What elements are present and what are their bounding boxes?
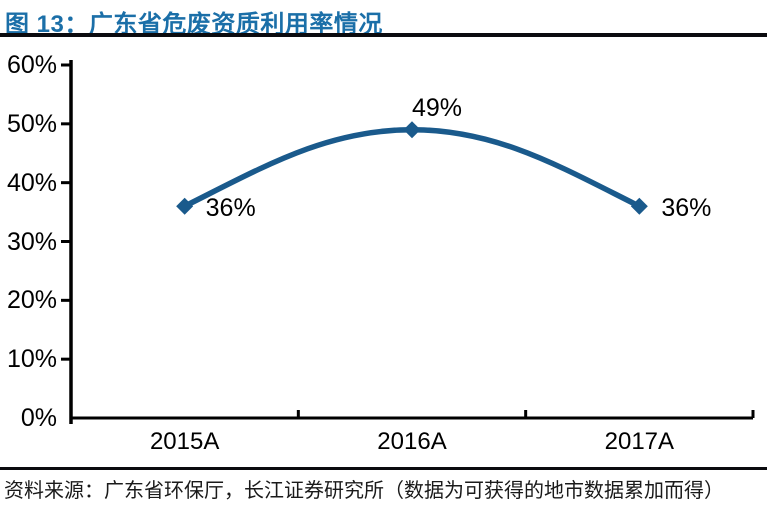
- title-divider-rule: [0, 33, 767, 37]
- y-tick-label: 30%: [6, 227, 57, 256]
- y-tick-label: 50%: [6, 109, 57, 138]
- source-note: 资料来源：广东省环保厅，长江证券研究所（数据为可获得的地市数据累加而得）: [4, 480, 724, 502]
- data-point-marker: [403, 121, 421, 139]
- line-chart: 0% 10% 20% 30% 40% 50% 60% 2015A 2016A 2017A 36% 49…: [0, 40, 767, 465]
- plot-canvas: [61, 60, 755, 424]
- data-label: 36%: [661, 194, 712, 223]
- y-tick-label: 10%: [6, 345, 57, 374]
- x-tick-label: 2016A: [377, 428, 447, 455]
- x-tick-label: 2017A: [604, 428, 675, 455]
- data-point-marker: [630, 197, 648, 215]
- data-label: 36%: [205, 194, 256, 223]
- y-tick-label: 60%: [6, 51, 57, 79]
- y-tick-label: 40%: [6, 168, 57, 197]
- x-tick-label: 2015A: [149, 428, 220, 455]
- y-tick-label: 20%: [6, 286, 57, 315]
- data-label: 49%: [411, 93, 463, 122]
- footer-divider-rule: [0, 467, 767, 470]
- data-point-marker: [176, 197, 194, 215]
- y-tick-label: 0%: [20, 404, 57, 432]
